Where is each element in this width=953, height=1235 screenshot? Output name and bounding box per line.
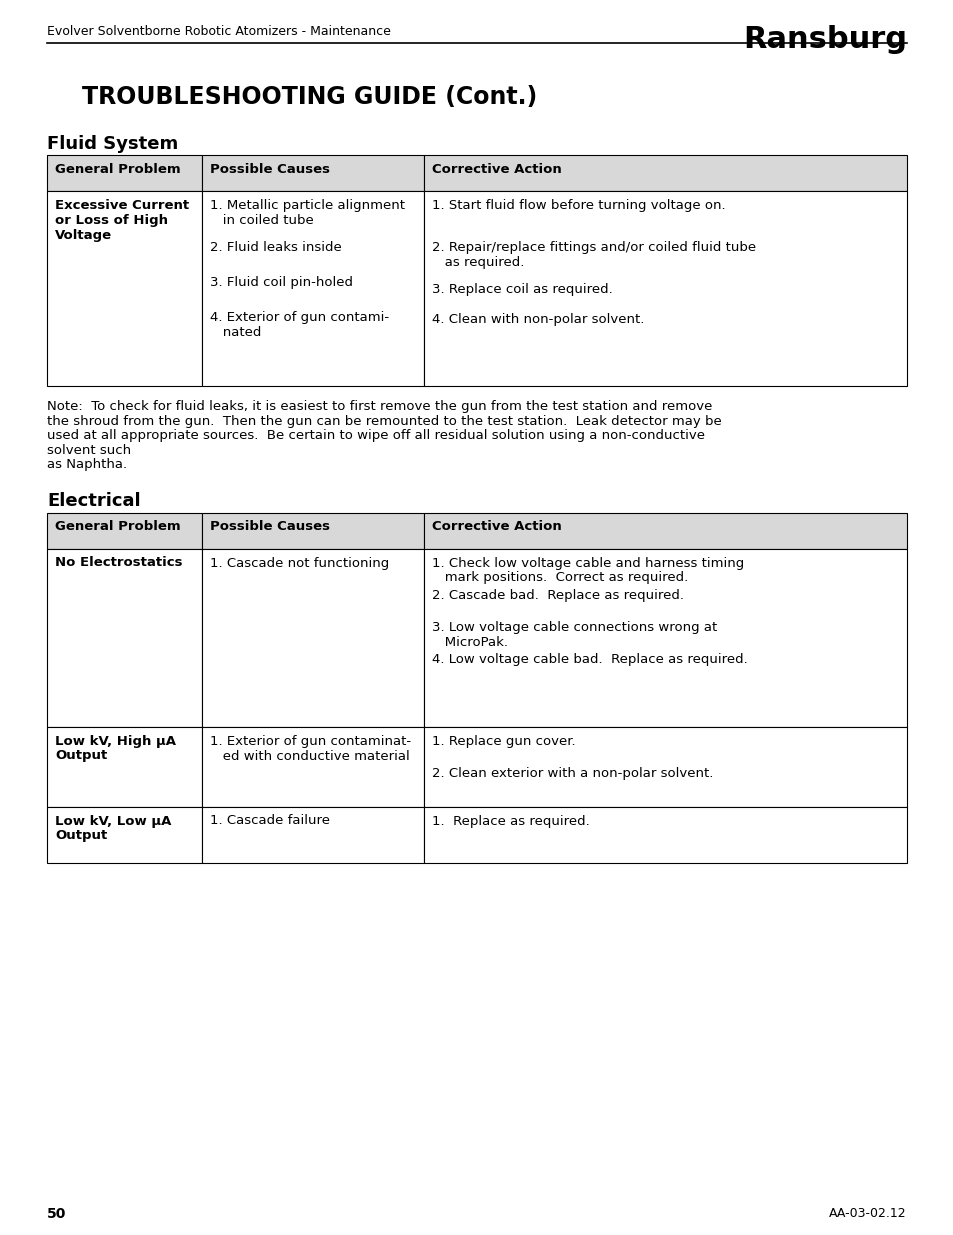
Text: 50: 50 [47,1207,67,1221]
Text: 1. Replace gun cover.: 1. Replace gun cover. [432,735,575,747]
Bar [202,548,423,726]
Text: Corrective Action: Corrective Action [432,520,561,534]
Bar [202,806,423,862]
Text: 1. Check low voltage cable and harness timing
   mark positions.  Correct as req: 1. Check low voltage cable and harness t… [432,557,743,584]
Bar [47,191,202,387]
Text: Low kV, High μA
Output: Low kV, High μA Output [55,735,175,762]
Text: 1. Start fluid flow before turning voltage on.: 1. Start fluid flow before turning volta… [432,199,725,212]
Text: 3. Fluid coil pin-holed: 3. Fluid coil pin-holed [210,275,353,289]
Text: 4. Clean with non-polar solvent.: 4. Clean with non-polar solvent. [432,312,643,326]
Text: Electrical: Electrical [47,493,140,510]
Bar [423,806,906,862]
Bar [423,726,906,806]
Text: Evolver Solventborne Robotic Atomizers - Maintenance: Evolver Solventborne Robotic Atomizers -… [47,25,391,38]
Text: 3. Replace coil as required.: 3. Replace coil as required. [432,283,612,296]
Bar [47,806,202,862]
Text: Ransburg: Ransburg [742,25,906,54]
Text: TROUBLESHOOTING GUIDE (Cont.): TROUBLESHOOTING GUIDE (Cont.) [82,85,537,109]
Text: Low kV, Low μA
Output: Low kV, Low μA Output [55,815,172,842]
Text: Possible Causes: Possible Causes [210,163,330,177]
Text: No Electrostatics: No Electrostatics [55,557,182,569]
Text: solvent such: solvent such [47,443,131,457]
Bar [202,726,423,806]
Bar [423,513,906,548]
Text: Fluid System: Fluid System [47,135,178,153]
Text: 1. Exterior of gun contaminat-
   ed with conductive material: 1. Exterior of gun contaminat- ed with c… [210,735,411,762]
Text: General Problem: General Problem [55,520,180,534]
Text: 1.  Replace as required.: 1. Replace as required. [432,815,589,827]
Bar [202,156,423,191]
Text: as Naphtha.: as Naphtha. [47,458,127,471]
Text: 2. Cascade bad.  Replace as required.: 2. Cascade bad. Replace as required. [432,589,683,601]
Bar [47,548,202,726]
Bar [202,191,423,387]
Text: Excessive Current
or Loss of High
Voltage: Excessive Current or Loss of High Voltag… [55,199,189,242]
Text: 3. Low voltage cable connections wrong at
   MicroPak.: 3. Low voltage cable connections wrong a… [432,620,717,648]
Bar [202,513,423,548]
Bar [47,726,202,806]
Bar [423,191,906,387]
Text: 2. Clean exterior with a non-polar solvent.: 2. Clean exterior with a non-polar solve… [432,767,713,779]
Text: 2. Repair/replace fittings and/or coiled fluid tube
   as required.: 2. Repair/replace fittings and/or coiled… [432,241,756,269]
Bar [423,548,906,726]
Text: 4. Low voltage cable bad.  Replace as required.: 4. Low voltage cable bad. Replace as req… [432,652,747,666]
Text: Corrective Action: Corrective Action [432,163,561,177]
Bar [423,156,906,191]
Text: 4. Exterior of gun contami-
   nated: 4. Exterior of gun contami- nated [210,311,389,338]
Text: 1. Cascade not functioning: 1. Cascade not functioning [210,557,389,569]
Text: Possible Causes: Possible Causes [210,520,330,534]
Text: 1. Metallic particle alignment
   in coiled tube: 1. Metallic particle alignment in coiled… [210,199,405,227]
Text: General Problem: General Problem [55,163,180,177]
Text: 1. Cascade failure: 1. Cascade failure [210,815,330,827]
Bar [47,513,202,548]
Text: Note:  To check for fluid leaks, it is easiest to first remove the gun from the : Note: To check for fluid leaks, it is ea… [47,400,712,412]
Text: the shroud from the gun.  Then the gun can be remounted to the test station.  Le: the shroud from the gun. Then the gun ca… [47,415,721,427]
Bar [47,156,202,191]
Text: used at all appropriate sources.  Be certain to wipe off all residual solution u: used at all appropriate sources. Be cert… [47,429,704,442]
Text: AA-03-02.12: AA-03-02.12 [828,1207,906,1220]
Text: 2. Fluid leaks inside: 2. Fluid leaks inside [210,241,341,254]
